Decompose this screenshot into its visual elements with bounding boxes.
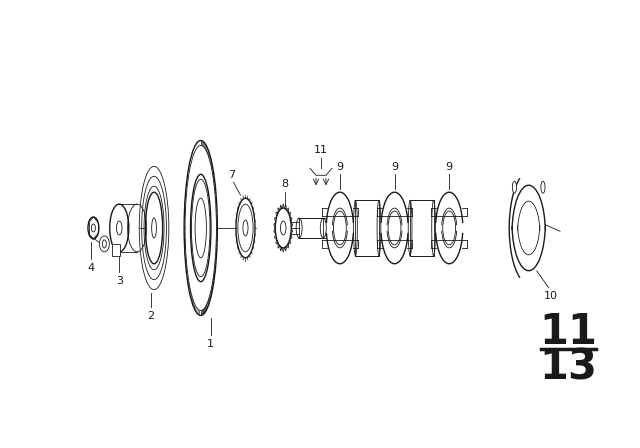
Ellipse shape — [236, 198, 255, 258]
Bar — [299, 218, 323, 238]
Text: 10: 10 — [543, 291, 557, 301]
Bar — [410, 200, 434, 256]
Text: 5: 5 — [87, 226, 94, 236]
Text: 9: 9 — [336, 162, 344, 172]
Ellipse shape — [243, 220, 248, 236]
Text: 2: 2 — [147, 311, 155, 322]
Ellipse shape — [275, 208, 291, 248]
Ellipse shape — [275, 208, 291, 248]
Ellipse shape — [102, 240, 106, 248]
Text: 9: 9 — [391, 162, 398, 172]
Text: 11: 11 — [540, 311, 598, 353]
Text: 7: 7 — [228, 170, 235, 180]
Text: 13: 13 — [540, 346, 598, 388]
Ellipse shape — [294, 218, 301, 238]
Ellipse shape — [541, 181, 545, 193]
Ellipse shape — [184, 141, 218, 315]
Text: 11: 11 — [314, 146, 328, 155]
Text: 9: 9 — [445, 162, 452, 172]
Text: 8: 8 — [282, 179, 289, 189]
Ellipse shape — [99, 236, 109, 252]
Ellipse shape — [436, 192, 463, 264]
Bar — [355, 200, 379, 256]
Ellipse shape — [140, 166, 169, 289]
Ellipse shape — [280, 221, 286, 235]
Text: 1: 1 — [207, 339, 214, 349]
Text: 3: 3 — [116, 276, 123, 286]
Ellipse shape — [326, 192, 353, 264]
Ellipse shape — [512, 180, 545, 276]
Bar — [112, 244, 120, 256]
Ellipse shape — [513, 181, 516, 193]
Text: 4: 4 — [88, 263, 95, 273]
Ellipse shape — [381, 192, 408, 264]
Ellipse shape — [238, 204, 253, 252]
Ellipse shape — [236, 198, 255, 258]
Ellipse shape — [88, 217, 99, 239]
Text: 6: 6 — [123, 220, 130, 230]
Ellipse shape — [109, 204, 129, 252]
